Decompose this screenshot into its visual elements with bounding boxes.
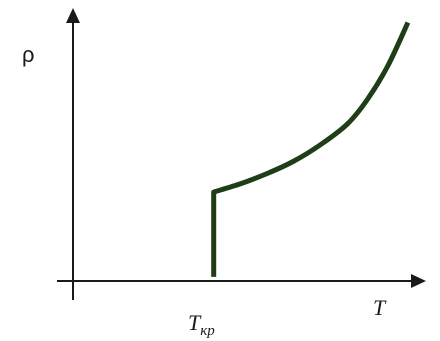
y-axis-arrowhead <box>66 8 80 23</box>
x-tick-label-subscript: кр <box>200 323 215 339</box>
x-axis-arrowhead <box>411 274 426 288</box>
x-tick-label-main: T <box>188 310 202 335</box>
x-tick-label: Tкр <box>188 310 215 339</box>
axes <box>57 8 426 300</box>
y-axis-label: ρ <box>22 42 35 67</box>
series-line <box>211 21 411 277</box>
x-axis-label: T <box>373 295 387 320</box>
